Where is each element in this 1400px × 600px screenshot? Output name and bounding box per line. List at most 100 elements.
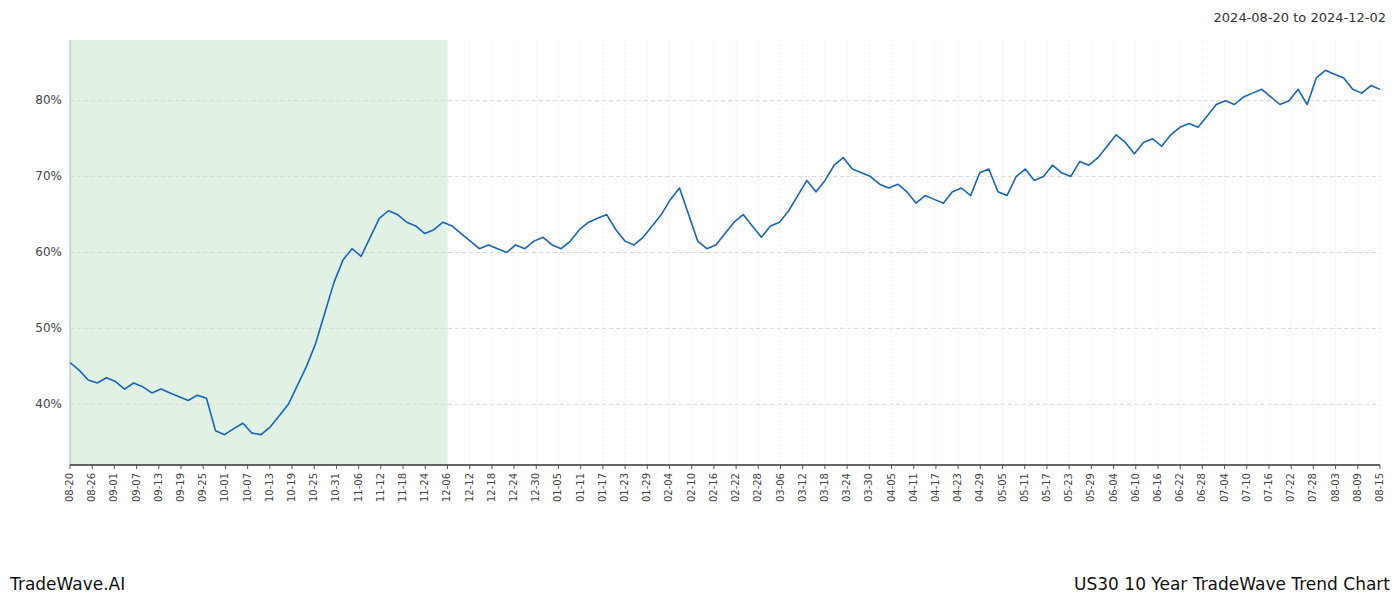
- x-tick: [136, 465, 137, 469]
- x-tick-label: 02-16: [708, 473, 719, 502]
- x-grid-line: [958, 40, 959, 465]
- x-tick: [491, 465, 492, 469]
- x-grid-line: [425, 40, 426, 465]
- trend-line: [70, 70, 1380, 434]
- x-tick-label: 12-24: [508, 473, 519, 502]
- x-tick-label: 11-06: [353, 473, 364, 502]
- x-tick: [114, 465, 115, 469]
- x-tick-label: 05-29: [1085, 473, 1096, 502]
- x-grid-line: [558, 40, 559, 465]
- x-tick-label: 09-25: [197, 473, 208, 502]
- title: US30 10 Year TradeWave Trend Chart: [1074, 574, 1390, 594]
- x-axis-line: [70, 464, 1380, 466]
- x-tick-label: 11-24: [419, 473, 430, 502]
- x-tick: [980, 465, 981, 469]
- x-tick-label: 03-12: [797, 473, 808, 502]
- x-grid-line: [1091, 40, 1092, 465]
- x-grid-line: [225, 40, 226, 465]
- x-grid-line: [491, 40, 492, 465]
- x-tick: [625, 465, 626, 469]
- x-tick: [447, 465, 448, 469]
- x-tick-label: 12-18: [486, 473, 497, 502]
- x-grid-line: [358, 40, 359, 465]
- x-tick-label: 05-05: [997, 473, 1008, 502]
- x-grid-line: [336, 40, 337, 465]
- x-tick: [469, 465, 470, 469]
- chart-svg: 40%50%60%70%80%08-2008-2609-0109-0709-13…: [0, 0, 1400, 600]
- x-tick-label: 08-09: [1352, 473, 1363, 502]
- x-grid-line: [1157, 40, 1158, 465]
- x-tick: [536, 465, 537, 469]
- x-tick: [1291, 465, 1292, 469]
- x-tick: [824, 465, 825, 469]
- x-tick: [1380, 465, 1381, 469]
- background: [0, 0, 1400, 600]
- x-grid-line: [1335, 40, 1336, 465]
- x-tick: [802, 465, 803, 469]
- x-tick: [181, 465, 182, 469]
- x-grid-line: [292, 40, 293, 465]
- x-grid-line: [203, 40, 204, 465]
- x-grid-line: [669, 40, 670, 465]
- texts: 2024-08-20 to 2024-12-02US30 10 Year Tra…: [9, 10, 1390, 594]
- x-tick-label: 03-30: [863, 473, 874, 502]
- x-tick: [580, 465, 581, 469]
- x-grid-line: [403, 40, 404, 465]
- x-tick-label: 11-12: [375, 473, 386, 502]
- x-grid-line: [980, 40, 981, 465]
- x-grid-line: [1246, 40, 1247, 465]
- x-tick: [1202, 465, 1203, 469]
- x-grid-line: [1313, 40, 1314, 465]
- y-grid-line: [70, 404, 1380, 405]
- x-tick: [1268, 465, 1269, 469]
- x-tick-label: 08-15: [1374, 473, 1385, 502]
- x-grid-line: [181, 40, 182, 465]
- x-tick: [225, 465, 226, 469]
- x-tick: [1313, 465, 1314, 469]
- x-tick-label: 05-17: [1041, 473, 1052, 502]
- x-tick: [1069, 465, 1070, 469]
- x-tick: [1180, 465, 1181, 469]
- x-tick-label: 10-25: [308, 473, 319, 502]
- x-grid-line: [1046, 40, 1047, 465]
- x-tick-label: 09-01: [108, 473, 119, 502]
- x-tick: [647, 465, 648, 469]
- x-tick-label: 06-10: [1130, 473, 1141, 502]
- x-grid-line: [1357, 40, 1358, 465]
- chart-container: 40%50%60%70%80%08-2008-2609-0109-0709-13…: [0, 0, 1400, 600]
- x-tick-label: 06-16: [1152, 473, 1163, 502]
- x-tick: [602, 465, 603, 469]
- x-grid-line: [869, 40, 870, 465]
- x-grid-line: [1291, 40, 1292, 465]
- x-grid-line: [1024, 40, 1025, 465]
- x-grid-line: [447, 40, 448, 465]
- grid: [70, 40, 1380, 465]
- x-tick-label: 09-13: [153, 473, 164, 502]
- x-tick-label: 04-11: [908, 473, 919, 502]
- x-tick: [935, 465, 936, 469]
- x-tick: [158, 465, 159, 469]
- x-tick-label: 03-18: [819, 473, 830, 502]
- x-tick-label: 07-04: [1219, 473, 1230, 502]
- x-tick-label: 12-30: [530, 473, 541, 502]
- x-grid-line: [1202, 40, 1203, 465]
- x-tick-label: 04-17: [930, 473, 941, 502]
- x-tick-label: 12-06: [441, 473, 452, 502]
- x-tick-label: 05-23: [1063, 473, 1074, 502]
- x-tick-label: 11-18: [397, 473, 408, 502]
- x-tick: [780, 465, 781, 469]
- x-tick-label: 01-23: [619, 473, 630, 502]
- x-tick-label: 07-10: [1241, 473, 1252, 502]
- annotation: TradeWave.AI: [9, 574, 125, 594]
- x-grid-line: [713, 40, 714, 465]
- x-grid-line: [802, 40, 803, 465]
- x-tick: [1002, 465, 1003, 469]
- x-tick-label: 03-06: [775, 473, 786, 502]
- x-tick-label: 07-16: [1263, 473, 1274, 502]
- x-tick-label: 04-05: [886, 473, 897, 502]
- line-group: [70, 70, 1380, 434]
- y-tick-label: 80%: [35, 93, 62, 107]
- x-grid-line: [1180, 40, 1181, 465]
- x-grid-line: [1380, 40, 1381, 465]
- x-tick-label: 08-03: [1330, 473, 1341, 502]
